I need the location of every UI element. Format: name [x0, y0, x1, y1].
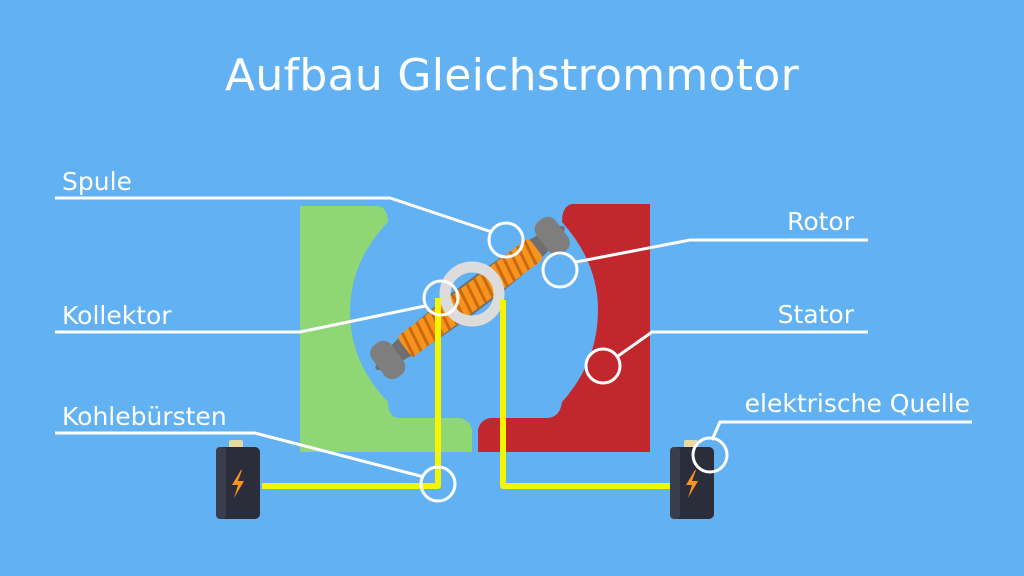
marker-circle-kollektor: [422, 279, 460, 317]
leader-line-kollektor: [55, 304, 426, 334]
marker-circle-rotor: [541, 251, 579, 289]
lightning-bolt-icon: [686, 470, 698, 498]
stator-right-pole: [478, 204, 650, 452]
leader-line-stator: [617, 330, 868, 358]
marker-circle-stator: [584, 347, 622, 385]
label-elektrische-quelle: elektrische Quelle: [744, 389, 970, 418]
annotations: [55, 196, 972, 503]
wire-left: [262, 298, 441, 489]
label-spule: Spule: [62, 167, 132, 196]
leader-line-quelle: [710, 420, 972, 441]
stator-left-pole: [300, 206, 472, 452]
battery-right: [670, 440, 714, 519]
label-kollektor: Kollektor: [62, 301, 172, 330]
label-rotor: Rotor: [787, 207, 854, 236]
marker-circle-kohlebuersten: [419, 465, 457, 503]
battery-left: [216, 440, 260, 519]
label-kohlebuersten: Kohlebürsten: [62, 402, 227, 431]
leader-line-rotor: [575, 238, 868, 264]
lightning-bolt-icon: [232, 470, 244, 498]
label-stator: Stator: [777, 300, 854, 329]
coil-windings: [398, 239, 543, 358]
marker-circle-quelle: [691, 436, 729, 474]
leader-line-kohlebuersten: [55, 431, 425, 479]
collector-ring: [439, 261, 505, 327]
page-title: Aufbau Gleichstrommotor: [225, 50, 799, 101]
marker-circle-spule: [487, 221, 525, 259]
leader-line-spule: [55, 196, 493, 234]
wire-right: [500, 300, 670, 489]
